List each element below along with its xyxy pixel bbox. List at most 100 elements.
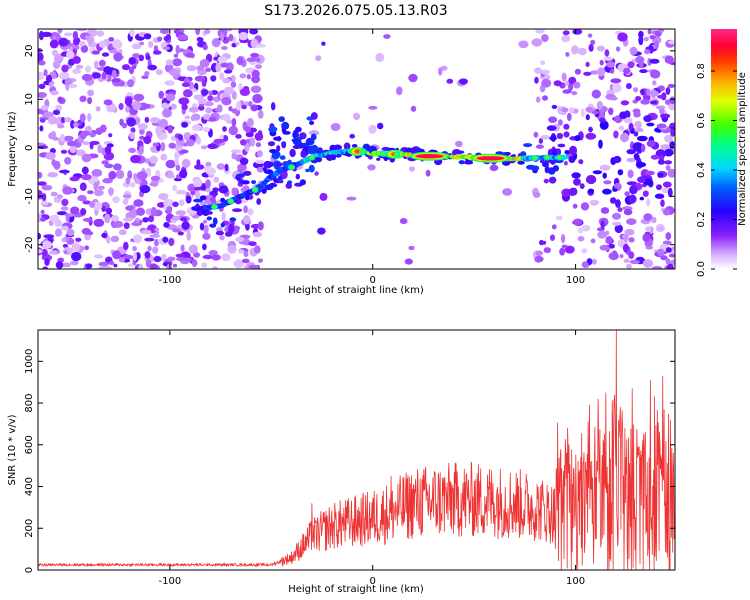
noise-blob xyxy=(243,205,248,214)
noise-blob xyxy=(38,83,46,89)
noise-blob xyxy=(175,44,180,55)
noise-blob xyxy=(600,220,605,230)
noise-blob xyxy=(191,259,198,268)
noise-blob xyxy=(112,196,120,204)
branch-blob xyxy=(279,155,286,160)
noise-blob xyxy=(667,168,675,178)
noise-blob xyxy=(208,250,218,256)
noise-blob xyxy=(216,163,226,171)
noise-blob xyxy=(562,30,570,36)
figure-title: S173.2026.075.05.13.R03 xyxy=(264,3,447,19)
ridge-halo-blob xyxy=(199,222,205,231)
noise-blob xyxy=(126,117,137,127)
noise-blob xyxy=(99,124,107,133)
noise-blob xyxy=(163,35,170,42)
noise-blob xyxy=(208,116,217,122)
noise-blob xyxy=(665,232,672,241)
noise-blob xyxy=(108,133,113,138)
noise-blob xyxy=(642,190,649,197)
branch-blob xyxy=(269,149,278,154)
noise-blob xyxy=(535,144,544,149)
noise-blob xyxy=(147,245,152,252)
ridge-halo-blob xyxy=(458,150,465,154)
noise-blob xyxy=(664,160,673,165)
noise-blob xyxy=(111,215,119,222)
noise-blob xyxy=(581,261,589,268)
noise-blob xyxy=(52,136,59,141)
noise-blob xyxy=(577,47,587,56)
noise-blob xyxy=(122,194,132,198)
noise-blob xyxy=(87,89,95,97)
noise-blob xyxy=(220,46,228,50)
noise-blob xyxy=(222,135,229,142)
noise-blob xyxy=(639,196,645,201)
noise-blob xyxy=(57,29,63,34)
branch-blob xyxy=(299,132,307,140)
noise-blob xyxy=(660,255,668,261)
noise-blob xyxy=(559,247,565,256)
noise-blob xyxy=(644,49,651,55)
noise-blob xyxy=(38,232,41,240)
noise-blob xyxy=(200,201,207,206)
noise-blob xyxy=(587,188,595,194)
ridge-halo-blob xyxy=(351,144,358,148)
noise-blob xyxy=(132,100,142,111)
noise-blob xyxy=(608,107,614,116)
noise-blob xyxy=(70,260,79,266)
noise-blob xyxy=(252,93,263,104)
ridge-halo-blob xyxy=(539,159,545,164)
noise-blob xyxy=(255,64,262,69)
noise-blob xyxy=(222,126,227,132)
noise-blob xyxy=(201,79,207,88)
noise-blob xyxy=(541,78,552,88)
noise-blob xyxy=(157,36,163,42)
noise-blob xyxy=(177,34,189,41)
noise-blob xyxy=(603,56,614,61)
noise-blob xyxy=(174,151,180,160)
noise-blob xyxy=(228,223,235,234)
colorbar-ticks: 0.0 0.2 0.4 0.6 0.8 xyxy=(696,63,737,277)
noise-blob xyxy=(618,125,625,131)
noise-blob xyxy=(144,251,151,259)
noise-blob xyxy=(230,149,242,154)
noise-blob xyxy=(42,193,47,202)
noise-blob xyxy=(52,109,61,116)
noise-blob xyxy=(257,109,264,119)
noise-blob xyxy=(101,52,110,57)
noise-blob xyxy=(227,244,237,254)
noise-blob xyxy=(654,40,659,50)
noise-blob xyxy=(175,253,185,258)
noise-blob xyxy=(243,251,249,258)
noise-blob xyxy=(200,145,208,150)
noise-blob xyxy=(129,29,135,37)
noise-blob xyxy=(153,256,162,263)
noise-blob xyxy=(168,237,175,247)
noise-blob xyxy=(203,219,208,224)
colorbar-tick-label: 0.4 xyxy=(696,162,707,178)
noise-blob xyxy=(640,88,645,96)
noise-blob xyxy=(219,235,225,241)
noise-blob xyxy=(642,259,654,268)
noise-blob xyxy=(556,132,564,140)
noise-blob xyxy=(55,104,63,111)
noise-blob xyxy=(40,217,47,222)
noise-blob xyxy=(562,89,572,94)
noise-blob xyxy=(40,105,49,111)
noise-blob xyxy=(195,29,201,36)
noise-blob xyxy=(47,172,58,178)
noise-blob xyxy=(112,250,121,260)
noise-blob xyxy=(590,238,596,244)
noise-blob xyxy=(45,74,53,83)
branch-blob xyxy=(291,138,300,143)
noise-blob xyxy=(176,257,186,262)
noise-blob xyxy=(643,213,653,221)
y-tick-label: -20 xyxy=(24,237,35,253)
ridge-halo-blob xyxy=(206,216,212,221)
noise-blob xyxy=(125,177,131,185)
noise-blob xyxy=(179,169,188,179)
noise-blob xyxy=(85,65,92,73)
noise-blob xyxy=(65,213,70,222)
noise-blob xyxy=(128,57,136,65)
ridge-spot-core xyxy=(545,156,549,159)
noise-blob xyxy=(669,122,675,128)
